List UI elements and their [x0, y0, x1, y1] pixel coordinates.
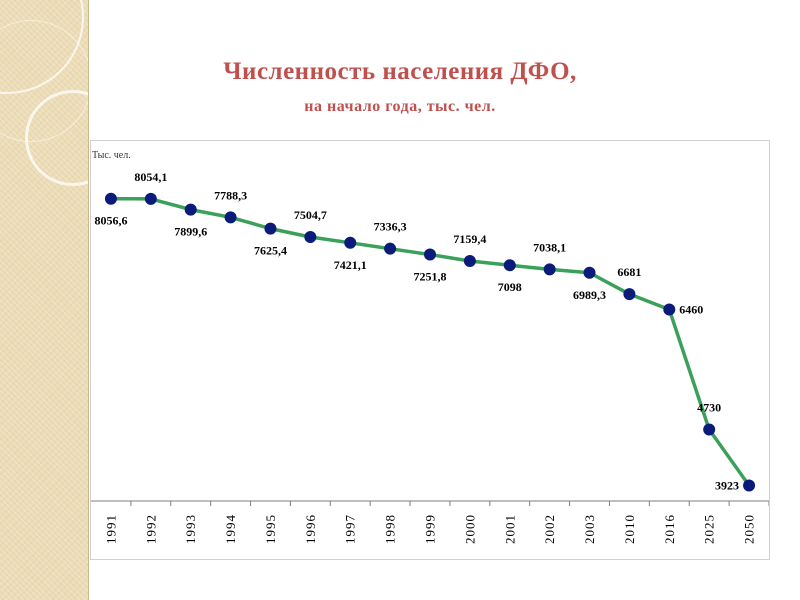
x-tick-label: 2003 [582, 514, 597, 544]
data-label: 6989,3 [573, 288, 606, 302]
data-point [623, 288, 636, 301]
unit-label: Тыс. чел. [92, 150, 131, 161]
data-point [144, 192, 157, 205]
data-label: 7899,6 [174, 225, 207, 239]
chart-title: Численность населения ДФО, [223, 58, 577, 85]
data-label: 7251,8 [414, 270, 447, 284]
data-label: 6681 [617, 265, 641, 279]
data-label: 7788,3 [214, 188, 247, 202]
data-label: 6460 [679, 302, 703, 316]
chart-area: 1991 1992 1993 1994 1995 1996 1997 1998 1999 2000… [90, 140, 770, 560]
data-point [424, 248, 436, 261]
x-tick-label: 1999 [423, 514, 438, 544]
data-point [583, 266, 596, 279]
line-chart: 1991 1992 1993 1994 1995 1996 1997 1998 1999 2000… [91, 170, 769, 544]
data-label: 7098 [498, 280, 522, 294]
data-point [304, 231, 317, 244]
data-label: 7336,3 [374, 220, 407, 234]
x-tick-label: 1991 [103, 514, 118, 544]
data-label: 8054,1 [134, 170, 167, 184]
x-tick-label: 1994 [223, 514, 238, 544]
x-tick-label: 2025 [702, 514, 717, 544]
data-point [224, 211, 237, 224]
data-label: 8056,6 [94, 214, 127, 228]
data-label: 7038,1 [533, 240, 566, 254]
data-label: 7159,4 [453, 232, 486, 246]
x-tick-label: 2002 [542, 514, 557, 544]
data-label: 3923 [715, 479, 739, 493]
data-point [264, 222, 277, 235]
x-tick-label: 2001 [502, 514, 517, 544]
data-point [184, 203, 197, 216]
x-tick-label: 1996 [303, 514, 318, 544]
decorative-divider [88, 0, 89, 600]
x-tick-label: 1998 [383, 514, 398, 544]
data-point [703, 423, 716, 436]
data-label: 7625,4 [254, 244, 287, 258]
x-tick-label: 1993 [183, 514, 198, 544]
x-tick-label: 2000 [462, 514, 477, 544]
data-point [384, 242, 397, 255]
x-tick-label: 2016 [662, 514, 677, 544]
data-point [663, 303, 676, 316]
data-point [104, 192, 117, 205]
data-label: 4730 [697, 401, 721, 415]
x-tick-label: 1995 [263, 514, 278, 544]
x-tick-label: 1992 [143, 514, 158, 544]
decorative-strip [0, 0, 88, 600]
data-point [344, 236, 357, 249]
x-tick-label: 2010 [622, 514, 637, 544]
x-tick-label: 2050 [742, 514, 757, 544]
data-point [743, 479, 756, 492]
data-point [463, 254, 476, 267]
data-point [543, 263, 556, 276]
series-line [110, 196, 751, 487]
x-tick-label: 1997 [343, 514, 358, 544]
data-label: 7504,7 [294, 208, 327, 222]
data-label: 7421,1 [334, 258, 367, 272]
chart-subtitle: на начало года, тыс. чел. [304, 98, 496, 115]
data-point [503, 259, 516, 272]
